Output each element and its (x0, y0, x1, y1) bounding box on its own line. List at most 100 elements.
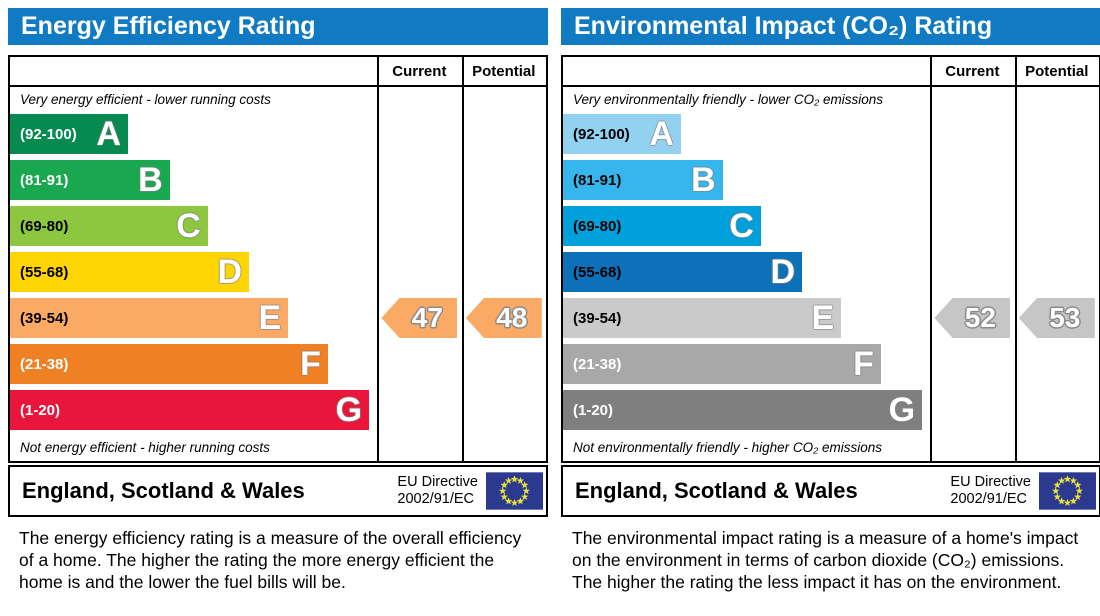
current-rating-arrow: 47 (381, 298, 458, 338)
band-bar-f: (21-38) F (10, 344, 328, 384)
current-rating-value: 47 (411, 302, 443, 333)
band-bar-g: (1-20) G (10, 390, 370, 430)
band-bar-c: (69-80) C (563, 206, 761, 246)
band-row-f: (21-38) F (563, 341, 1099, 387)
band-row-g: (1-20) G (563, 387, 1099, 433)
band-bar-d: (55-68) D (563, 252, 803, 292)
band-letter: F (300, 345, 321, 383)
band-bar-f: (21-38) F (563, 344, 881, 384)
eu-flag-icon (1039, 472, 1096, 510)
eu-directive-line1: EU Directive (397, 474, 478, 491)
energy-title-bar: Energy Efficiency Rating (8, 8, 548, 45)
current-rating-slot: 52 (930, 295, 1014, 341)
band-range: (1-20) (573, 401, 614, 419)
environmental-title-bar: Environmental Impact (CO₂) Rating (561, 8, 1100, 45)
band-letter: E (258, 299, 282, 337)
region-label: England, Scotland & Wales (22, 478, 305, 503)
current-column-header: Current (945, 62, 1000, 80)
potential-rating-slot: 48 (462, 295, 546, 341)
potential-column-header: Potential (1025, 62, 1089, 80)
band-row-b: (81-91) B (10, 157, 546, 203)
band-range: (39-54) (20, 309, 69, 327)
column-divider (377, 57, 380, 461)
environmental-description: The environmental impact rating is a mea… (572, 528, 1079, 593)
band-row-e: (39-54) E (563, 295, 1099, 341)
band-range: (21-38) (573, 355, 622, 373)
potential-rating-slot: 53 (1015, 295, 1099, 341)
band-letter: A (96, 115, 121, 153)
energy-table-body: Very energy efficient - lower running co… (10, 87, 546, 461)
energy-description: The energy efficiency rating is a measur… (19, 528, 522, 593)
band-letter: D (217, 253, 243, 291)
band-bar-a: (92-100) A (563, 114, 681, 154)
column-divider (461, 57, 464, 461)
potential-rating-value: 53 (1049, 302, 1081, 333)
band-bar-b: (81-91) B (563, 160, 723, 200)
top-caption: Very environmentally friendly - lower CO… (573, 91, 883, 107)
band-bar-e: (39-54) E (10, 298, 289, 338)
band-row-g: (1-20) G (10, 387, 546, 433)
current-rating-slot: 47 (377, 295, 461, 341)
column-divider (1014, 57, 1017, 461)
band-letter: D (770, 253, 796, 291)
band-bar-b: (81-91) B (10, 160, 170, 200)
band-letter: B (691, 161, 716, 199)
band-range: (21-38) (20, 355, 69, 373)
band-range: (92-100) (573, 125, 630, 143)
band-letter: F (853, 345, 874, 383)
eu-directive-label: EU Directive 2002/91/EC (397, 474, 478, 507)
eu-directive-line2: 2002/91/EC (950, 491, 1028, 507)
band-range: (92-100) (20, 125, 77, 143)
current-rating-value: 52 (964, 302, 996, 333)
bottom-caption: Not energy efficient - higher running co… (20, 439, 270, 455)
band-range: (39-54) (573, 309, 622, 327)
band-row-a: (92-100) A (563, 111, 1099, 157)
band-letter: A (649, 115, 674, 153)
band-bar-g: (1-20) G (563, 390, 923, 430)
potential-rating-arrow: 48 (465, 298, 542, 338)
band-range: (55-68) (20, 263, 69, 281)
current-rating-arrow: 52 (934, 298, 1011, 338)
band-range: (69-80) (573, 217, 622, 235)
environmental-rating-table: Current Potential Very environmentally f… (561, 55, 1100, 463)
band-row-e: (39-54) E (10, 295, 546, 341)
energy-rating-table: Current Potential Very energy efficient … (8, 55, 548, 463)
header-spacer (10, 57, 377, 85)
band-row-d: (55-68) D (10, 249, 546, 295)
table-header-row: Current Potential (10, 57, 546, 87)
band-range: (69-80) (20, 217, 69, 235)
band-row-a: (92-100) A (10, 111, 546, 157)
band-range: (81-91) (20, 171, 69, 189)
environmental-table-body: Very environmentally friendly - lower CO… (563, 87, 1099, 461)
band-letter: C (176, 207, 201, 245)
potential-rating-value: 48 (496, 302, 528, 333)
top-caption: Very energy efficient - lower running co… (20, 91, 271, 107)
band-row-f: (21-38) F (10, 341, 546, 387)
current-column-header: Current (392, 62, 447, 80)
header-spacer (563, 57, 930, 85)
band-row-c: (69-80) C (10, 203, 546, 249)
band-letter: G (335, 391, 363, 429)
eu-directive-label: EU Directive 2002/91/EC (950, 474, 1031, 507)
band-row-d: (55-68) D (563, 249, 1099, 295)
eu-flag-icon (486, 472, 543, 510)
potential-column-header: Potential (472, 62, 536, 80)
band-row-c: (69-80) C (563, 203, 1099, 249)
eu-directive-line2: 2002/91/EC (397, 491, 475, 507)
band-range: (81-91) (573, 171, 622, 189)
eu-directive-line1: EU Directive (950, 474, 1031, 491)
energy-efficiency-panel: Energy Efficiency Rating Current Potenti… (8, 8, 548, 616)
band-range: (1-20) (20, 401, 61, 419)
bottom-caption: Not environmentally friendly - higher CO… (573, 439, 883, 455)
band-letter: C (729, 207, 754, 245)
band-bar-d: (55-68) D (10, 252, 250, 292)
band-bar-e: (39-54) E (563, 298, 842, 338)
band-range: (55-68) (573, 263, 622, 281)
region-label: England, Scotland & Wales (575, 478, 858, 503)
potential-rating-arrow: 53 (1018, 298, 1095, 338)
band-bar-a: (92-100) A (10, 114, 128, 154)
band-row-b: (81-91) B (563, 157, 1099, 203)
environmental-impact-panel: Environmental Impact (CO₂) Rating Curren… (561, 8, 1100, 616)
band-letter: G (888, 391, 916, 429)
